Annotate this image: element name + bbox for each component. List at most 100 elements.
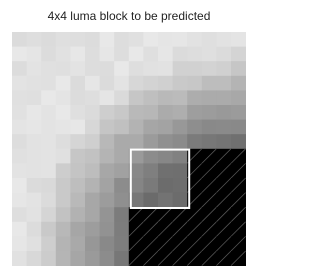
pixel bbox=[143, 134, 158, 149]
pixel bbox=[114, 222, 129, 237]
pixel bbox=[56, 90, 71, 105]
page: 4x4 luma block to be predicted (() => { … bbox=[0, 0, 258, 266]
pixel bbox=[85, 47, 100, 62]
pixel bbox=[173, 76, 188, 91]
pixel bbox=[85, 134, 100, 149]
pixel bbox=[187, 47, 202, 62]
pixel bbox=[129, 76, 144, 91]
pixel bbox=[100, 251, 115, 266]
pixel bbox=[41, 222, 56, 237]
pixel bbox=[12, 163, 27, 178]
pixel bbox=[202, 32, 217, 47]
pixel bbox=[85, 207, 100, 222]
pixel bbox=[143, 178, 158, 193]
pixel bbox=[216, 32, 231, 47]
pixel bbox=[12, 207, 27, 222]
pixel bbox=[56, 251, 71, 266]
pixel bbox=[100, 47, 115, 62]
pixel bbox=[100, 120, 115, 135]
pixel bbox=[41, 163, 56, 178]
pixel bbox=[143, 193, 158, 208]
pixel bbox=[12, 222, 27, 237]
pixel bbox=[27, 222, 42, 237]
pixel bbox=[41, 32, 56, 47]
pixel bbox=[70, 61, 85, 76]
pixel bbox=[56, 193, 71, 208]
pixel bbox=[85, 105, 100, 120]
pixel bbox=[202, 105, 217, 120]
pixel bbox=[70, 105, 85, 120]
pixel bbox=[56, 61, 71, 76]
pixel bbox=[158, 178, 173, 193]
pixel bbox=[143, 90, 158, 105]
pixel bbox=[114, 207, 129, 222]
pixel bbox=[27, 105, 42, 120]
pixel bbox=[56, 76, 71, 91]
pixel bbox=[114, 149, 129, 164]
pixel bbox=[158, 193, 173, 208]
pixel bbox=[27, 90, 42, 105]
pixel bbox=[27, 32, 42, 47]
pixel bbox=[216, 47, 231, 62]
pixel bbox=[56, 149, 71, 164]
pixel bbox=[129, 47, 144, 62]
pixel bbox=[70, 90, 85, 105]
pixel bbox=[231, 120, 246, 135]
pixel bbox=[114, 61, 129, 76]
pixel bbox=[70, 207, 85, 222]
pixel bbox=[158, 120, 173, 135]
pixel bbox=[114, 76, 129, 91]
pixel bbox=[158, 105, 173, 120]
pixel bbox=[187, 134, 202, 149]
pixel bbox=[85, 222, 100, 237]
pixel bbox=[70, 178, 85, 193]
pixel bbox=[158, 149, 173, 164]
pixel bbox=[216, 134, 231, 149]
pixel bbox=[216, 120, 231, 135]
pixel bbox=[56, 105, 71, 120]
pixel bbox=[143, 61, 158, 76]
pixel bbox=[41, 236, 56, 251]
pixel bbox=[12, 236, 27, 251]
pixel bbox=[27, 47, 42, 62]
pixel bbox=[187, 32, 202, 47]
pixel bbox=[173, 178, 188, 193]
figure: 4x4 luma block to be predicted bbox=[0, 0, 258, 266]
pixel bbox=[12, 61, 27, 76]
pixel bbox=[114, 120, 129, 135]
pixel bbox=[70, 32, 85, 47]
pixel bbox=[85, 236, 100, 251]
pixel bbox=[12, 90, 27, 105]
pixel bbox=[56, 134, 71, 149]
pixel bbox=[100, 163, 115, 178]
pixel bbox=[100, 61, 115, 76]
pixel bbox=[173, 105, 188, 120]
pixel bbox=[70, 134, 85, 149]
pixel bbox=[85, 163, 100, 178]
pixel bbox=[56, 32, 71, 47]
pixel bbox=[187, 90, 202, 105]
pixel bbox=[41, 178, 56, 193]
pixel bbox=[100, 105, 115, 120]
pixel bbox=[114, 32, 129, 47]
pixel bbox=[70, 251, 85, 266]
pixel bbox=[70, 236, 85, 251]
pixel bbox=[12, 76, 27, 91]
pixel bbox=[41, 251, 56, 266]
pixel bbox=[27, 251, 42, 266]
pixel bbox=[100, 90, 115, 105]
pixel bbox=[143, 105, 158, 120]
pixel bbox=[56, 163, 71, 178]
pixel bbox=[143, 149, 158, 164]
pixel bbox=[12, 149, 27, 164]
pixel bbox=[85, 178, 100, 193]
pixel bbox=[231, 90, 246, 105]
pixel bbox=[114, 90, 129, 105]
pixel bbox=[12, 47, 27, 62]
pixel bbox=[173, 134, 188, 149]
pixel bbox=[85, 193, 100, 208]
pixel bbox=[202, 120, 217, 135]
pixel bbox=[114, 236, 129, 251]
pixel bbox=[12, 193, 27, 208]
pixel bbox=[85, 32, 100, 47]
